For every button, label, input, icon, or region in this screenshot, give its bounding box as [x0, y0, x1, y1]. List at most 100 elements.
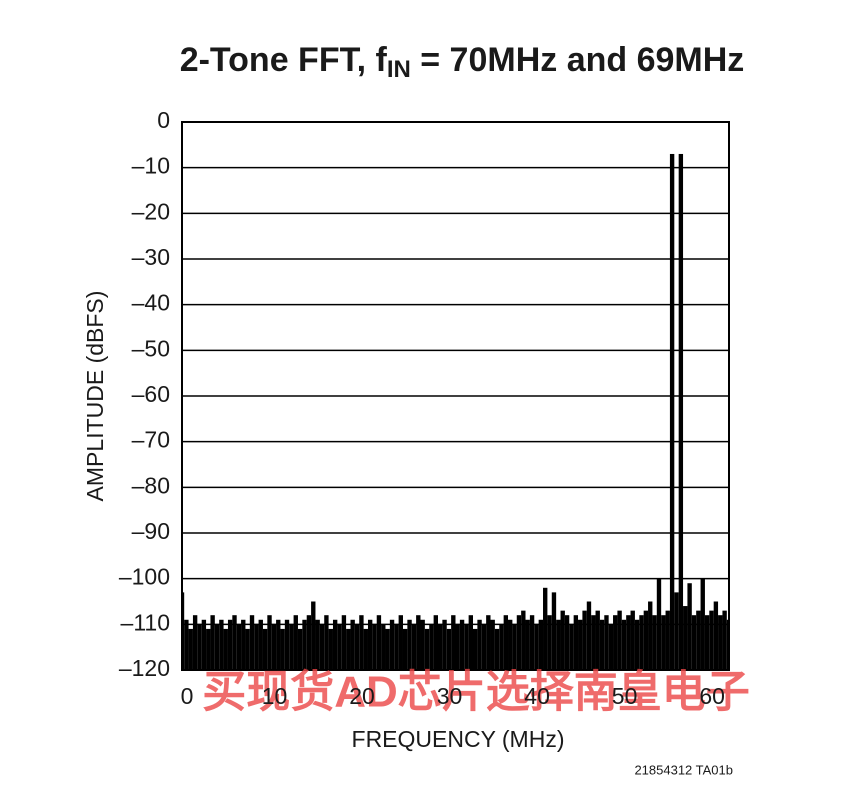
spectrum-bar	[446, 628, 452, 670]
spectrum-bar	[652, 615, 657, 670]
spectrum-bar	[302, 619, 307, 670]
title-subscript: IN	[387, 56, 411, 83]
spectrum-bar	[556, 619, 561, 670]
spectrum-bar	[626, 615, 631, 670]
y-tick-label: –40	[132, 290, 170, 316]
spectrum-bar	[551, 592, 557, 670]
y-tick-label: –100	[119, 564, 170, 590]
y-tick-label: –10	[132, 153, 170, 179]
spectrum-bar	[420, 619, 425, 670]
spectrum-bar	[341, 615, 347, 670]
spectrum-bar	[569, 624, 574, 670]
spectrum-bar	[241, 619, 246, 670]
x-tick-label: 30	[437, 683, 463, 709]
spectrum-bar	[595, 610, 600, 670]
spectrum-bar	[525, 619, 530, 670]
spectrum-bar	[639, 615, 644, 670]
spectrum-bar	[437, 624, 443, 670]
spectrum-bar	[254, 624, 259, 670]
x-tick-label: 10	[262, 683, 288, 709]
plot-area	[182, 121, 729, 671]
spectrum-bar	[297, 628, 303, 670]
spectrum-bar	[604, 615, 609, 670]
spectrum-bar	[367, 619, 373, 670]
spectrum-bar	[214, 624, 220, 670]
spectrum-bar	[398, 615, 403, 670]
spectrum-bar	[328, 628, 333, 670]
spectrum-bar	[451, 615, 456, 670]
spectrum-bar	[591, 615, 596, 670]
spectrum-bar	[617, 610, 622, 670]
spectrum-bar	[245, 628, 250, 670]
x-tick-label: 50	[612, 683, 638, 709]
y-tick-label: –60	[132, 381, 170, 407]
spectrum-bar	[464, 624, 469, 670]
spectrum-bar	[468, 615, 474, 670]
spectrum-bar	[503, 615, 509, 670]
spectrum-bar	[267, 615, 272, 670]
spectrum-bar	[284, 619, 290, 670]
spectrum-bar	[700, 578, 705, 670]
spectrum-bar	[473, 628, 478, 670]
spectrum-bar	[643, 610, 649, 670]
title-text: 2-Tone FFT, f	[180, 41, 388, 79]
y-tick-label: 0	[157, 107, 170, 133]
y-tick-label: –90	[132, 518, 170, 544]
spectrum-bar	[227, 619, 233, 670]
plot-frame	[181, 121, 730, 671]
spectrum-bar	[691, 615, 697, 670]
spectrum-bar	[656, 578, 662, 670]
y-axis-label: AMPLITUDE (dBFS)	[82, 291, 108, 502]
spectrum-bar	[678, 153, 684, 670]
spectrum-bar	[306, 615, 312, 670]
spectrum-bar	[311, 601, 316, 670]
spectrum-bar	[429, 624, 434, 670]
spectrum-bar	[385, 628, 390, 670]
spectrum-bar	[613, 615, 618, 670]
spectrum-bar	[258, 619, 263, 670]
spectrum-bar	[477, 619, 482, 670]
spectrum-bar	[661, 615, 666, 670]
spectrum-bar	[424, 628, 430, 670]
spectrum-bar	[407, 619, 412, 670]
y-tick-label: –70	[132, 427, 170, 453]
spectrum-bar	[516, 615, 522, 670]
chart-title: 2-Tone FFT, fIN = 70MHz and 69MHz	[180, 41, 745, 83]
spectrum-bar	[608, 624, 614, 670]
spectrum-bar	[315, 619, 320, 670]
x-tick-label: 0	[181, 683, 194, 709]
spectrum-bar	[210, 615, 215, 670]
spectrum-bar	[389, 619, 395, 670]
spectrum-bar	[586, 601, 592, 670]
spectrum-bar	[350, 619, 355, 670]
spectrum-bar	[490, 619, 495, 670]
x-tick-label: 20	[349, 683, 375, 709]
spectrum-bar	[332, 619, 338, 670]
spectrum-bar	[704, 615, 710, 670]
watermark: 买现货AD芯片选择南皇电子	[202, 668, 750, 717]
spectrum-bar	[543, 587, 548, 670]
spectrum-bar	[512, 624, 517, 670]
spectrum-bar	[683, 606, 688, 670]
figure-id: 21854312 TA01b	[634, 762, 733, 777]
spectrum-bar	[219, 619, 224, 670]
spectrum-bar	[634, 619, 640, 670]
spectrum-bar	[184, 619, 189, 670]
y-tick-label: –120	[119, 655, 170, 681]
spectrum-bar	[232, 615, 237, 670]
y-tick-label: –110	[121, 609, 170, 635]
spectrum-bar	[687, 583, 692, 670]
spectrum-bar	[188, 628, 193, 670]
spectrum-bar	[289, 624, 294, 670]
title-text: = 70MHz and 69MHz	[411, 41, 744, 79]
spectrum-bar	[459, 619, 465, 670]
spectrum-bar	[201, 619, 207, 670]
spectrum-bar	[521, 610, 526, 670]
spectrum-bar	[722, 610, 727, 670]
y-tick-label: –20	[132, 198, 170, 224]
spectrum-bar	[354, 624, 360, 670]
y-tick-label: –30	[132, 244, 170, 270]
spectrum-bar	[192, 615, 198, 670]
y-tick-label: –50	[132, 335, 170, 361]
spectrum-bar	[381, 624, 386, 670]
